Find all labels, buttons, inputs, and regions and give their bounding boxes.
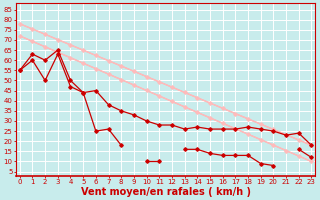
X-axis label: Vent moyen/en rafales ( km/h ): Vent moyen/en rafales ( km/h ) bbox=[81, 187, 251, 197]
